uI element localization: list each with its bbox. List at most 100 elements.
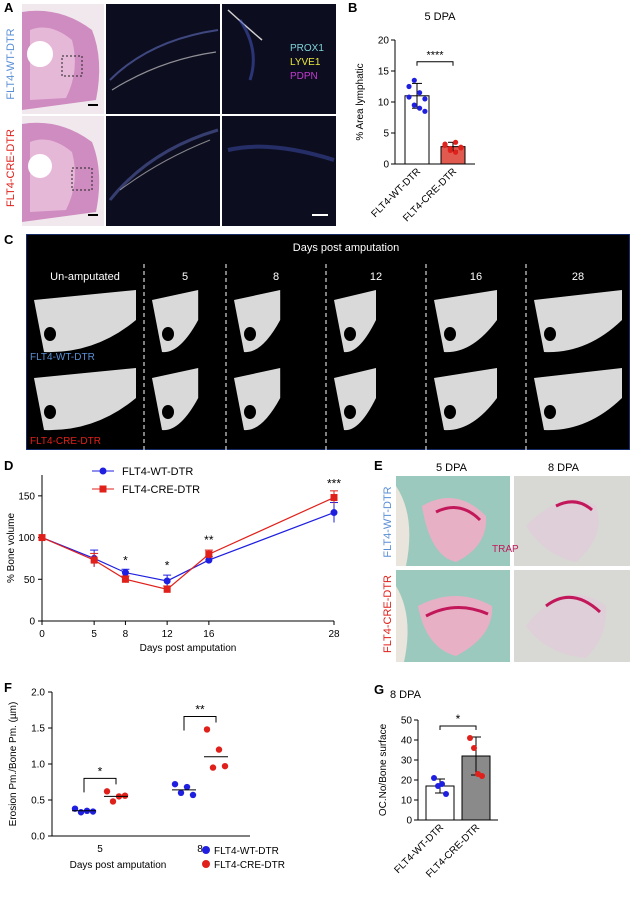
chart-f-legend-label: FLT4-WT-DTR bbox=[214, 846, 279, 857]
chart-g-point bbox=[479, 773, 485, 779]
chart-g-point bbox=[467, 735, 473, 741]
panel-g-letter: G bbox=[374, 682, 385, 697]
ct-column-label: 28 bbox=[572, 271, 584, 283]
ct-column-label: 16 bbox=[470, 271, 482, 283]
panel-e-cre-label: FLT4-CRE-DTR bbox=[382, 575, 394, 654]
panel-e-images bbox=[396, 476, 630, 662]
panel-e-col-8dpa: 8 DPA bbox=[548, 462, 579, 474]
chart-g-y-tick-label: 10 bbox=[401, 796, 413, 807]
chart-d-legend-label: FLT4-CRE-DTR bbox=[122, 484, 200, 496]
chart-b-point bbox=[453, 149, 459, 155]
panel-a-legend: PROX1 LYVE1 PDPN bbox=[290, 42, 324, 84]
chart-b-point bbox=[422, 108, 428, 114]
chart-b-title: 5 DPA bbox=[425, 11, 457, 23]
ct-row-label-wt: FLT4-WT-DTR bbox=[30, 352, 95, 363]
panel-e-trap-label: TRAP bbox=[492, 544, 519, 555]
chart-d-point bbox=[330, 509, 338, 517]
chart-d-annotation: ** bbox=[204, 533, 214, 547]
chart-g-y-tick-label: 0 bbox=[406, 816, 412, 827]
chart-d-point bbox=[121, 575, 129, 583]
ct-bone-hole bbox=[544, 327, 556, 341]
chart-b-point bbox=[442, 142, 448, 148]
chart-d-y-tick-label: 50 bbox=[24, 575, 36, 586]
chart-d-annotation: * bbox=[165, 558, 170, 572]
chart-d-y-label: % Bone volume bbox=[6, 513, 17, 583]
chart-g-y-tick-label: 50 bbox=[401, 716, 413, 727]
chart-d-point bbox=[330, 494, 338, 502]
if-image-wt-2 bbox=[222, 4, 336, 114]
he-section-cre bbox=[22, 116, 104, 226]
ct-bone-hole bbox=[162, 405, 174, 419]
chart-f-y-tick-label: 2.0 bbox=[31, 688, 45, 699]
panel-f-letter: F bbox=[4, 680, 12, 695]
legend-lyve1: LYVE1 bbox=[290, 57, 321, 68]
ct-bone-hole bbox=[344, 327, 356, 341]
trap-image-cre-8dpa bbox=[514, 570, 630, 662]
chart-d-series-line bbox=[41, 511, 335, 582]
chart-b-significance: **** bbox=[426, 50, 444, 62]
ct-column-label: 5 bbox=[182, 271, 188, 283]
panel-c-ct: Days post amputation Un-amputated 5 8 12 16 28… bbox=[26, 234, 630, 450]
chart-f-point bbox=[183, 783, 191, 791]
chart-f-y-tick-label: 1.0 bbox=[31, 760, 45, 771]
if-image-cre-1 bbox=[106, 116, 220, 226]
chart-d-point bbox=[205, 556, 213, 564]
chart-g-title: 8 DPA bbox=[390, 689, 422, 701]
chart-b-point bbox=[447, 147, 453, 153]
ct-bone bbox=[34, 290, 136, 353]
chart-b-point bbox=[453, 139, 459, 145]
chart-b-point bbox=[406, 94, 412, 100]
chart-d-point bbox=[205, 550, 213, 558]
chart-f-point bbox=[189, 791, 197, 799]
chart-g-point bbox=[471, 745, 477, 751]
chart-d-x-tick-label: 8 bbox=[123, 629, 129, 640]
chart-d-y-tick-label: 150 bbox=[18, 491, 35, 502]
panel-e-letter: E bbox=[374, 458, 383, 473]
chart-b-point bbox=[458, 145, 464, 151]
chart-f-y-tick-label: 0.0 bbox=[31, 832, 45, 843]
panel-d-letter: D bbox=[4, 458, 14, 473]
chart-d-point bbox=[163, 585, 171, 593]
chart-f-significance-bracket bbox=[183, 715, 217, 731]
trap-image-wt-5dpa bbox=[396, 476, 510, 566]
panel-e-row-wt: FLT4-WT-DTR bbox=[380, 478, 394, 568]
chart-f-point bbox=[121, 792, 129, 799]
chart-b-point bbox=[417, 90, 423, 96]
ct-bone-hole bbox=[244, 405, 256, 419]
ct-bone bbox=[534, 290, 622, 353]
chart-d-legend-marker bbox=[99, 467, 107, 475]
chart-f-point bbox=[77, 809, 85, 816]
ct-column-label: Un-amputated bbox=[50, 271, 120, 283]
chart-g-point bbox=[431, 775, 437, 781]
chart-f-x-tick-label: 8 bbox=[197, 844, 203, 855]
ct-bone-hole bbox=[244, 327, 256, 341]
chart-f-point bbox=[89, 808, 97, 815]
chart-f-significance-bracket bbox=[83, 777, 117, 793]
ct-background bbox=[26, 234, 630, 450]
ct-bone bbox=[34, 368, 136, 431]
panel-a-letter: A bbox=[4, 0, 14, 15]
chart-f-point bbox=[177, 789, 185, 796]
chart-g-y-tick-label: 40 bbox=[401, 736, 413, 747]
chart-d-x-tick-label: 5 bbox=[91, 629, 97, 640]
chart-d-annotation: *** bbox=[327, 477, 341, 491]
if-image-wt-1 bbox=[106, 4, 220, 114]
chart-f-point bbox=[209, 764, 217, 771]
chart-b-significance-bracket bbox=[416, 61, 454, 66]
chart-g-significance: * bbox=[456, 712, 461, 726]
chart-d-annotation: * bbox=[123, 553, 128, 567]
chart-b-point bbox=[411, 102, 417, 108]
chart-f-legend-label: FLT4-CRE-DTR bbox=[214, 860, 285, 871]
chart-b-point bbox=[411, 77, 417, 83]
chart-f-significance: ** bbox=[195, 702, 205, 716]
chart-g-point bbox=[439, 781, 445, 787]
chart-b-point bbox=[417, 105, 423, 111]
chart-d-x-tick-label: 16 bbox=[203, 629, 215, 640]
chart-d-point bbox=[163, 577, 171, 585]
chart-f-point bbox=[221, 762, 229, 770]
chart-f-y-label: Erosion Pm./Bone Pm. (µm) bbox=[8, 702, 19, 827]
chart-d-x-tick-label: 0 bbox=[39, 629, 45, 640]
chart-d-point bbox=[121, 569, 129, 577]
chart-b-y-tick-label: 20 bbox=[378, 36, 390, 47]
